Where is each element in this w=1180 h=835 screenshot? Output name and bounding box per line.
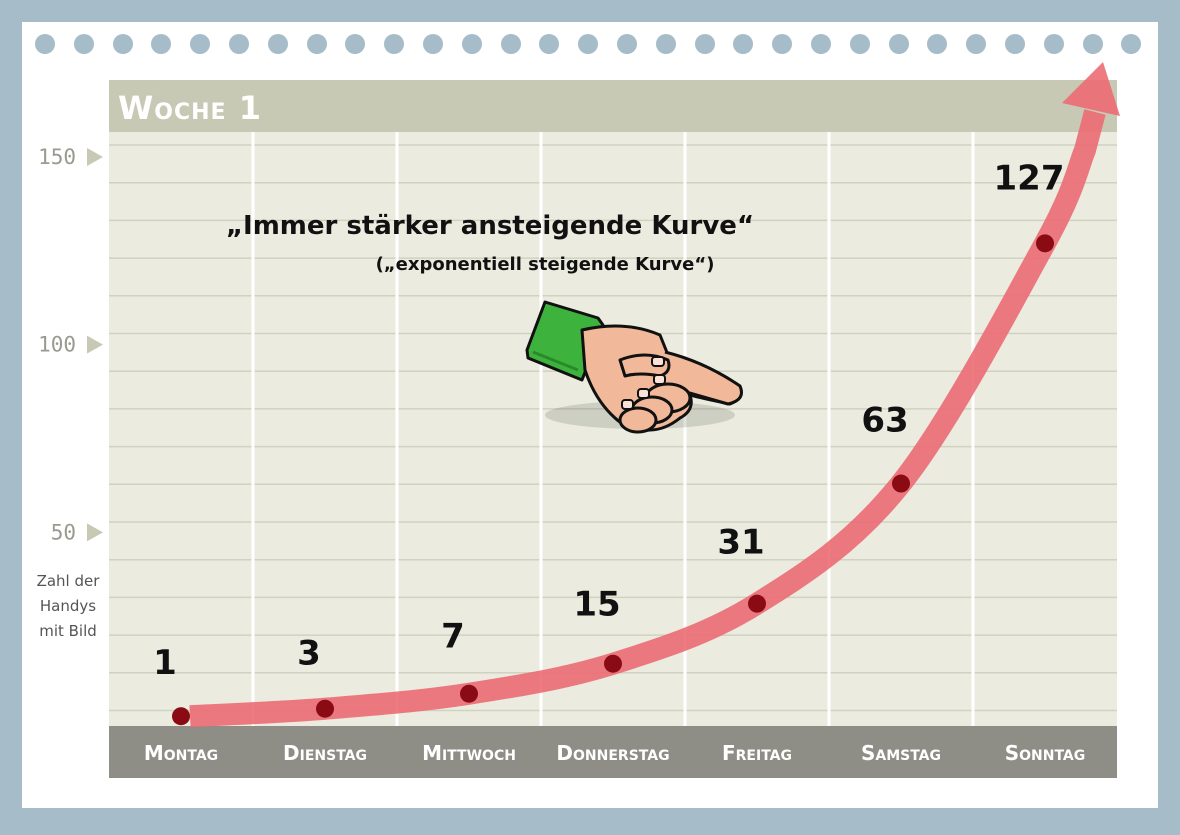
binder-hole (1005, 34, 1025, 54)
binder-hole (229, 34, 249, 54)
binder-hole (578, 34, 599, 54)
binder-hole (617, 34, 637, 54)
y-tick-label: 50 (51, 520, 76, 544)
data-label: 15 (573, 585, 620, 625)
data-label: 63 (861, 401, 908, 441)
y-axis-label-line3: mit Bild (39, 622, 97, 640)
x-axis-day-labels: Montag Dienstag Mittwoch Donnerstag Freitag S… (144, 741, 1085, 765)
data-point (460, 684, 478, 703)
binder-hole (384, 34, 405, 54)
day-band (109, 726, 1117, 778)
binder-hole (849, 34, 870, 54)
binder-hole (306, 34, 327, 54)
annotation-main: „Immer stärker ansteigende Kurve“ (226, 211, 754, 241)
y-tick-marker (87, 148, 103, 166)
binder-hole (73, 34, 94, 54)
y-tick-marker (87, 523, 103, 542)
binder-hole (190, 34, 211, 54)
data-label: 127 (994, 158, 1065, 198)
x-tick-label: Donnerstag (556, 741, 669, 765)
binder-hole (811, 34, 831, 54)
data-label: 31 (717, 523, 764, 563)
binder-hole (888, 34, 909, 54)
x-tick-label: Freitag (722, 741, 792, 765)
y-axis-label-line1: Zahl der (37, 572, 101, 590)
binder-hole (423, 34, 443, 54)
binder-hole (733, 34, 754, 54)
binder-hole (35, 34, 55, 54)
y-tick-label: 150 (38, 145, 76, 169)
annotation-sub: („exponentiell steigende Kurve“) (376, 254, 715, 275)
binder-hole (345, 34, 366, 54)
binder-hole (1043, 34, 1064, 54)
vertical-gridlines (251, 132, 975, 778)
binder-holes (0, 0, 1180, 60)
x-tick-label: Montag (144, 741, 218, 765)
binder-hole (1121, 34, 1142, 54)
data-point (604, 654, 622, 673)
pointing-hand-icon (525, 300, 743, 434)
chart-title: Woche 1 (118, 89, 262, 127)
data-label: 1 (153, 643, 177, 683)
binder-hole (539, 34, 560, 54)
x-tick-label: Sonntag (1005, 741, 1086, 765)
growth-curve (189, 109, 1106, 728)
data-points (172, 234, 1054, 726)
data-labels: 1 3 7 15 31 63 127 (153, 158, 1064, 683)
binder-hole (927, 34, 948, 54)
binder-hole (112, 34, 133, 54)
x-tick-label: Dienstag (283, 741, 367, 765)
binder-hole (655, 34, 676, 54)
data-point (172, 707, 190, 726)
data-point (316, 699, 334, 718)
y-axis: 50 100 150 (38, 145, 103, 544)
binder-hole (772, 34, 793, 54)
x-tick-label: Mittwoch (422, 741, 516, 765)
data-label: 7 (441, 617, 465, 657)
binder-hole (500, 34, 521, 54)
curve-arrowhead (1062, 62, 1120, 116)
data-point (748, 594, 766, 613)
header-band (109, 80, 1117, 132)
binder-hole (694, 34, 715, 54)
x-tick-label: Samstag (861, 741, 941, 765)
data-point (1036, 234, 1054, 253)
binder-hole (966, 34, 987, 54)
binder-hole (267, 34, 288, 54)
y-tick-label: 100 (38, 333, 76, 357)
data-point (892, 474, 910, 493)
binder-hole (1082, 34, 1103, 54)
y-axis-label-line2: Handys (40, 597, 96, 615)
binder-hole (151, 34, 172, 54)
binder-hole (461, 34, 482, 54)
data-label: 3 (297, 634, 321, 674)
y-tick-marker (87, 335, 103, 354)
